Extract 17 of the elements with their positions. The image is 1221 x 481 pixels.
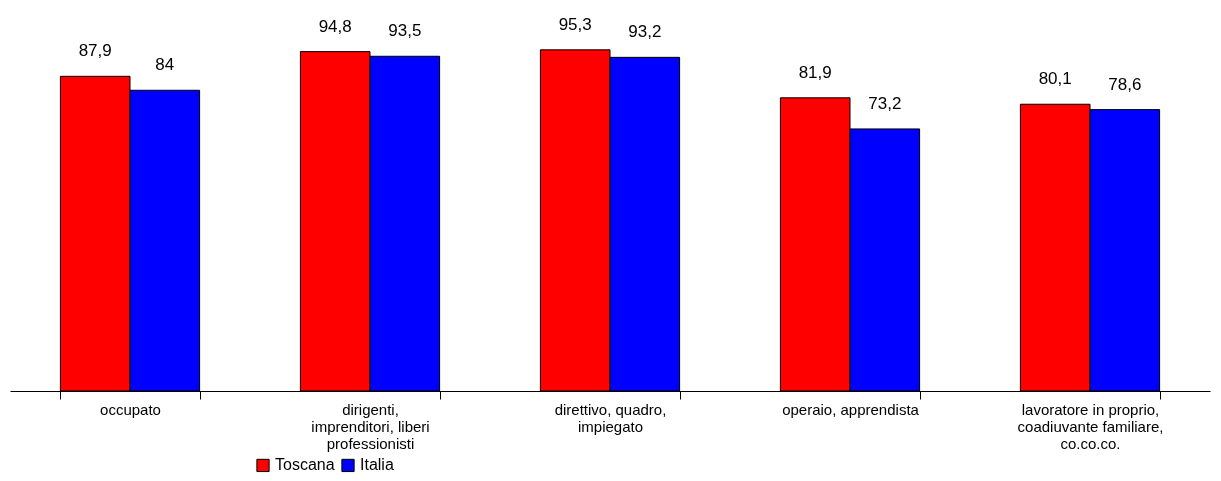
data-label: 94,8 (318, 16, 352, 36)
x-tick-label: occupato (100, 400, 161, 418)
x-tick-label: dirigenti, imprenditori, liberi professionisti (311, 400, 430, 452)
x-tick-label: lavoratore in proprio, coadiuvante familiare, co.co.co. (1017, 400, 1164, 452)
data-label: 95,3 (558, 14, 592, 34)
data-label: 73,2 (868, 93, 902, 113)
x-tick-label: direttivo, quadro, impiegato (554, 400, 667, 435)
x-tick-label: operaio, apprendista (782, 400, 920, 418)
data-label: 93,2 (628, 22, 662, 42)
legend-label: Toscana (275, 456, 335, 474)
legend-label: Italia (360, 456, 394, 474)
data-label: 80,1 (1038, 69, 1072, 89)
data-label: 84 (155, 55, 175, 75)
data-label: 78,6 (1108, 74, 1142, 94)
data-label: 81,9 (798, 62, 832, 82)
data-label: 93,5 (388, 21, 422, 41)
data-label: 87,9 (78, 41, 112, 61)
